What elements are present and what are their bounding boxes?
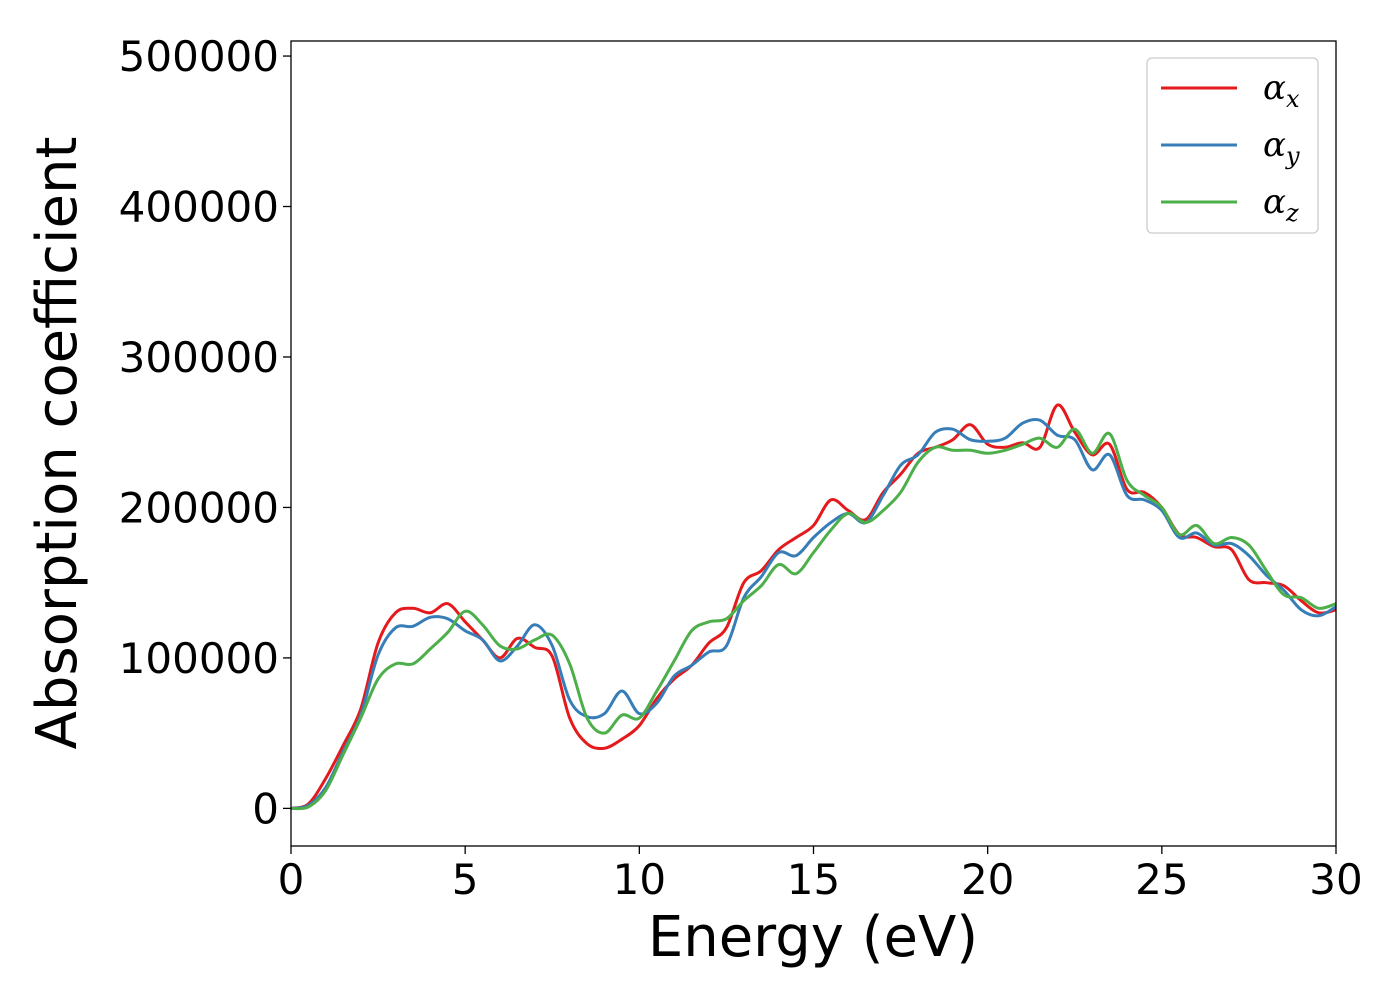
series-line-y (291, 417, 1336, 810)
legend-label-z: αz (1263, 182, 1299, 227)
y-tick-label: 100000 (119, 634, 279, 683)
legend-label-x: αx (1263, 68, 1300, 113)
y-tick-label: 0 (252, 784, 279, 833)
x-tick-label: 15 (787, 855, 840, 904)
legend: αx αy αz (1146, 57, 1319, 234)
y-tick-label: 400000 (119, 183, 279, 232)
x-axis-title: Energy (eV) (648, 905, 978, 970)
y-tick-label: 500000 (119, 32, 279, 81)
x-tick-label: 10 (613, 855, 666, 904)
plot-area (291, 403, 1336, 811)
series-line-z (291, 427, 1336, 811)
x-tick-label: 25 (1135, 855, 1188, 904)
x-tick-label: 5 (452, 855, 479, 904)
legend-label-y: αy (1263, 125, 1300, 170)
y-tick-label: 300000 (119, 333, 279, 382)
x-tick-label: 0 (278, 855, 305, 904)
y-tick-label: 200000 (119, 483, 279, 532)
axes: 0 5 10 15 20 25 30 0 100000 200000 300000 400000 500… (119, 32, 1363, 904)
x-tick-label: 30 (1309, 855, 1362, 904)
y-axis-title: Absorption coefficient (25, 137, 90, 750)
series-line-x (291, 403, 1336, 810)
x-tick-label: 20 (961, 855, 1014, 904)
